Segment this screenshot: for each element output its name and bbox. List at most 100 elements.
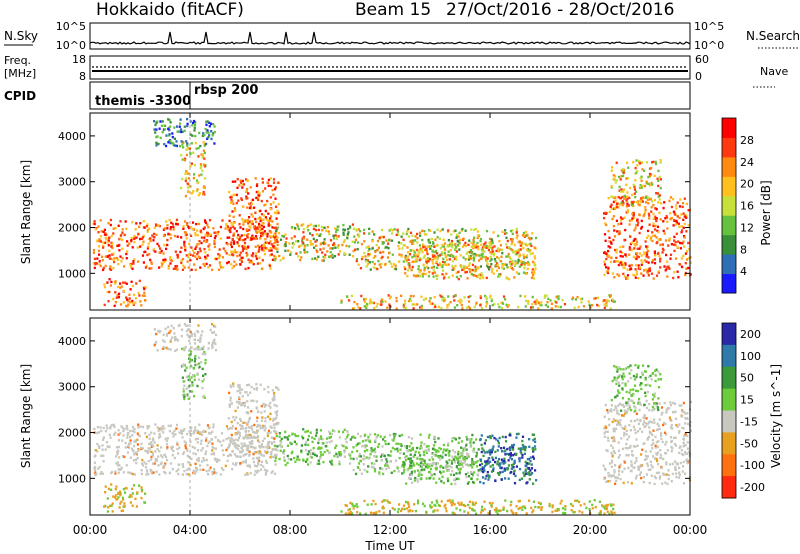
range-cell [259,219,262,223]
range-cell [428,465,431,468]
range-cell [183,231,186,234]
range-cell [515,250,518,253]
range-cell [271,220,274,223]
range-cell [240,259,243,262]
range-cell [651,447,654,450]
range-cell [326,449,329,452]
range-cell [680,404,683,407]
range-cell [400,255,403,258]
range-cell [680,257,683,260]
range-cell [478,259,481,262]
range-cell [227,454,230,458]
range-cell [355,472,358,476]
range-cell [269,207,272,211]
range-cell [501,470,504,474]
range-cell [169,141,172,145]
range-cell [291,432,294,435]
range-cell [606,254,609,257]
range-cell [307,450,310,453]
range-cell [276,410,279,413]
range-cell [364,433,367,437]
range-cell [243,404,247,408]
range-cell [453,478,456,482]
range-cell [409,299,412,302]
range-cell [187,256,190,259]
range-cell [534,267,537,270]
range-cell [202,262,205,266]
range-cell [682,401,685,405]
range-cell [512,443,516,447]
range-cell [489,296,492,299]
range-cell [623,216,626,219]
range-cell [148,433,151,437]
range-cell [576,296,579,299]
range-cell [647,196,650,199]
range-cell [510,458,513,461]
range-cell [607,474,610,478]
range-cell [117,439,120,442]
range-cell [166,224,169,227]
range-cell [255,220,258,224]
range-cell [631,200,634,204]
range-cell [186,449,189,452]
range-cell [286,461,289,465]
range-cell [252,255,255,258]
range-cell [386,462,389,466]
range-cell [104,255,107,258]
range-cell [391,232,394,235]
range-cell [652,160,655,164]
range-cell [475,254,478,257]
range-cell [535,479,538,482]
range-cell [496,269,499,272]
range-cell [518,467,522,471]
range-cell [612,417,615,421]
range-cell [173,429,176,432]
range-cell [351,240,354,243]
range-cell [650,474,653,477]
range-cell [433,473,436,476]
range-cell [168,133,171,136]
range-cell [190,350,193,353]
range-cell [207,441,210,445]
range-cell [309,431,312,434]
range-cell [235,455,238,458]
range-cell [209,234,212,237]
range-cell [115,446,119,449]
range-cell [354,248,357,251]
range-cell [263,424,266,428]
range-cell [188,147,191,150]
range-cell [431,462,434,465]
range-cell [192,190,195,193]
range-cell [175,218,178,222]
range-cell [532,277,535,280]
range-cell [467,475,471,478]
range-cell [328,451,331,455]
range-cell [450,466,453,469]
range-cell [261,222,264,225]
range-cell [517,432,520,436]
range-cell [527,467,531,470]
range-cell [466,455,469,458]
range-cell [494,260,497,263]
range-cell [158,473,161,476]
range-cell [291,226,294,229]
range-cell [140,237,144,240]
range-cell [628,186,632,190]
range-cell [557,297,560,301]
range-cell [636,169,639,173]
range-cell [521,234,525,237]
range-cell [245,188,249,191]
range-cell [206,223,209,226]
range-cell [667,477,670,481]
range-cell [201,153,204,157]
range-cell [528,478,531,481]
range-cell [210,130,213,133]
range-cell [272,181,276,184]
y-tick-label: 2000 [58,222,86,235]
range-cell [139,222,142,225]
range-cell [146,253,149,257]
range-cell [408,457,411,460]
range-cell [199,166,202,170]
range-cell [169,237,172,240]
range-cell [608,236,611,239]
